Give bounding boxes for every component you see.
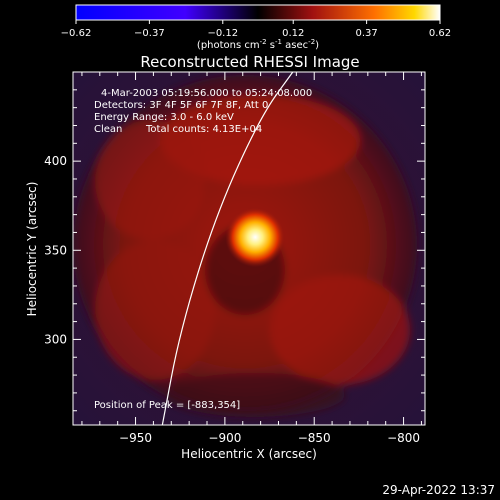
emission-lobe-upper-left	[95, 120, 205, 240]
y-tick-label: 400	[44, 154, 67, 168]
footer-date: 29-Apr-2022 13:37	[382, 483, 495, 497]
colorbar	[75, 4, 441, 21]
emission-lobe-top	[160, 95, 360, 185]
y-tick-label: 350	[44, 243, 67, 257]
x-tick-label: −950	[119, 431, 152, 445]
x-tick-label: −900	[208, 431, 241, 445]
annotation-counts: Total counts: 4.13E+04	[145, 124, 262, 135]
solar-limb-line	[161, 72, 294, 425]
colorbar-tick-label: −0.37	[134, 28, 165, 39]
image-map	[73, 72, 425, 425]
x-tick-label: −800	[387, 431, 420, 445]
colorbar-tick-label: 0.12	[282, 28, 304, 39]
axis-ticks: −950 −900 −850 −800 300 350 400	[44, 72, 425, 445]
colorbar-tick-label: −0.12	[207, 28, 238, 39]
y-tick-label: 300	[44, 332, 67, 346]
annotation-detectors: Detectors: 3F 4F 5F 6F 7F 8F, Att 0	[94, 100, 268, 111]
colorbar-tick-label: −0.62	[61, 28, 92, 39]
colorbar-ticks: −0.62 −0.37 −0.12 0.12 0.37 0.62	[61, 20, 451, 39]
plot-frame	[72, 71, 426, 426]
emission-lobe-lower-left	[95, 240, 215, 380]
annotation-time: 4-Mar-2003 05:19:56.000 to 05:24:08.000	[101, 88, 312, 99]
colorbar-unit-label: (photons cm-2 s-1 asec-2)	[197, 38, 319, 51]
dark-edge-bottom	[165, 373, 345, 417]
annotation-energy: Energy Range: 3.0 - 6.0 keV	[94, 112, 234, 123]
annotation-clean: Clean	[94, 124, 122, 135]
flare-peak-source	[225, 207, 286, 268]
x-tick-label: −850	[298, 431, 331, 445]
annotation-peak-position: Position of Peak = [-883,354]	[94, 400, 240, 411]
y-axis-label: Heliocentric Y (arcsec)	[25, 182, 39, 317]
colorbar-tick-label: 0.62	[429, 28, 451, 39]
colorbar-tick-label: 0.37	[355, 28, 377, 39]
chart-title: Reconstructed RHESSI Image	[140, 53, 359, 71]
x-axis-label: Heliocentric X (arcsec)	[181, 447, 317, 461]
emission-lobe-lower-right	[270, 275, 410, 385]
